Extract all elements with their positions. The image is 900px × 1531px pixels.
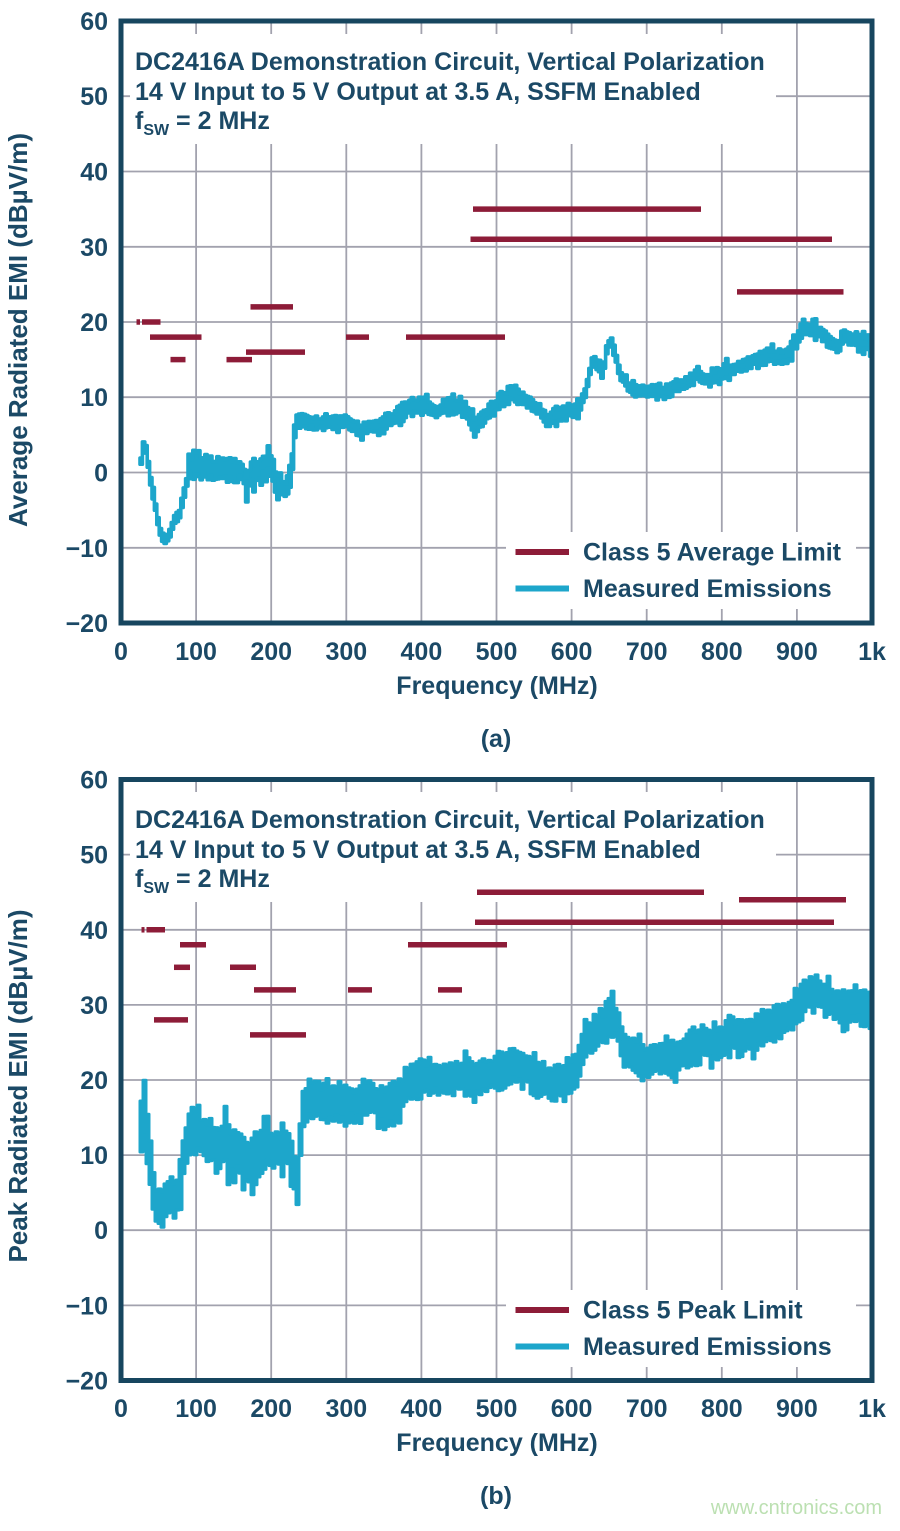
svg-text:800: 800 (701, 1395, 743, 1423)
svg-text:30: 30 (80, 992, 108, 1020)
svg-text:(b): (b) (480, 1482, 512, 1510)
svg-text:(a): (a) (481, 725, 512, 753)
svg-text:600: 600 (551, 1395, 593, 1423)
svg-text:30: 30 (80, 234, 108, 262)
svg-text:50: 50 (80, 83, 108, 111)
svg-text:14 V Input to 5 V Output at 3.: 14 V Input to 5 V Output at 3.5 A, SSFM … (135, 836, 701, 864)
svg-text:1k: 1k (858, 638, 886, 666)
svg-text:700: 700 (626, 638, 668, 666)
svg-text:400: 400 (401, 638, 443, 666)
svg-text:300: 300 (325, 638, 367, 666)
svg-text:14 V Input to 5 V Output at 3.: 14 V Input to 5 V Output at 3.5 A, SSFM … (135, 78, 701, 106)
svg-text:60: 60 (80, 767, 108, 795)
svg-text:900: 900 (776, 1395, 818, 1423)
svg-text:700: 700 (626, 1395, 668, 1423)
svg-text:500: 500 (476, 1395, 518, 1423)
svg-text:−20: −20 (66, 1368, 108, 1396)
svg-text:500: 500 (476, 638, 518, 666)
svg-text:20: 20 (80, 1067, 108, 1095)
svg-text:300: 300 (325, 1395, 367, 1423)
svg-text:100: 100 (175, 638, 217, 666)
svg-text:0: 0 (94, 460, 108, 488)
svg-text:Measured Emissions: Measured Emissions (583, 575, 832, 603)
svg-text:900: 900 (776, 638, 818, 666)
svg-text:600: 600 (551, 638, 593, 666)
svg-text:50: 50 (80, 842, 108, 870)
svg-text:DC2416A Demonstration Circuit,: DC2416A Demonstration Circuit, Vertical … (135, 48, 765, 76)
svg-text:Class 5 Peak Limit: Class 5 Peak Limit (583, 1297, 803, 1325)
svg-text:10: 10 (80, 1142, 108, 1170)
svg-text:Class 5 Average Limit: Class 5 Average Limit (583, 539, 842, 567)
svg-text:40: 40 (80, 159, 108, 187)
svg-text:20: 20 (80, 309, 108, 337)
svg-text:Average Radiated EMI (dBµV/m): Average Radiated EMI (dBµV/m) (3, 133, 33, 527)
svg-text:10: 10 (80, 384, 108, 412)
svg-text:−10: −10 (66, 535, 108, 563)
svg-text:DC2416A Demonstration Circuit,: DC2416A Demonstration Circuit, Vertical … (135, 806, 765, 834)
svg-text:fSW = 2 MHz: fSW = 2 MHz (135, 107, 270, 139)
svg-text:Frequency (MHz): Frequency (MHz) (396, 672, 597, 700)
svg-text:1k: 1k (858, 1395, 886, 1423)
svg-text:200: 200 (250, 638, 292, 666)
svg-text:0: 0 (114, 638, 128, 666)
svg-text:fSW = 2 MHz: fSW = 2 MHz (135, 865, 270, 897)
svg-text:200: 200 (250, 1395, 292, 1423)
svg-text:100: 100 (175, 1395, 217, 1423)
svg-text:60: 60 (80, 8, 108, 36)
svg-text:0: 0 (94, 1217, 108, 1245)
svg-text:800: 800 (701, 638, 743, 666)
svg-text:0: 0 (114, 1395, 128, 1423)
svg-text:Frequency (MHz): Frequency (MHz) (396, 1429, 597, 1457)
svg-text:www.cntronics.com: www.cntronics.com (710, 1497, 882, 1519)
svg-text:−10: −10 (66, 1292, 108, 1320)
svg-text:40: 40 (80, 917, 108, 945)
svg-text:400: 400 (401, 1395, 443, 1423)
svg-text:−20: −20 (66, 610, 108, 638)
svg-text:Measured Emissions: Measured Emissions (583, 1333, 832, 1361)
svg-text:Peak Radiated EMI (dBµV/m): Peak Radiated EMI (dBµV/m) (3, 909, 33, 1262)
